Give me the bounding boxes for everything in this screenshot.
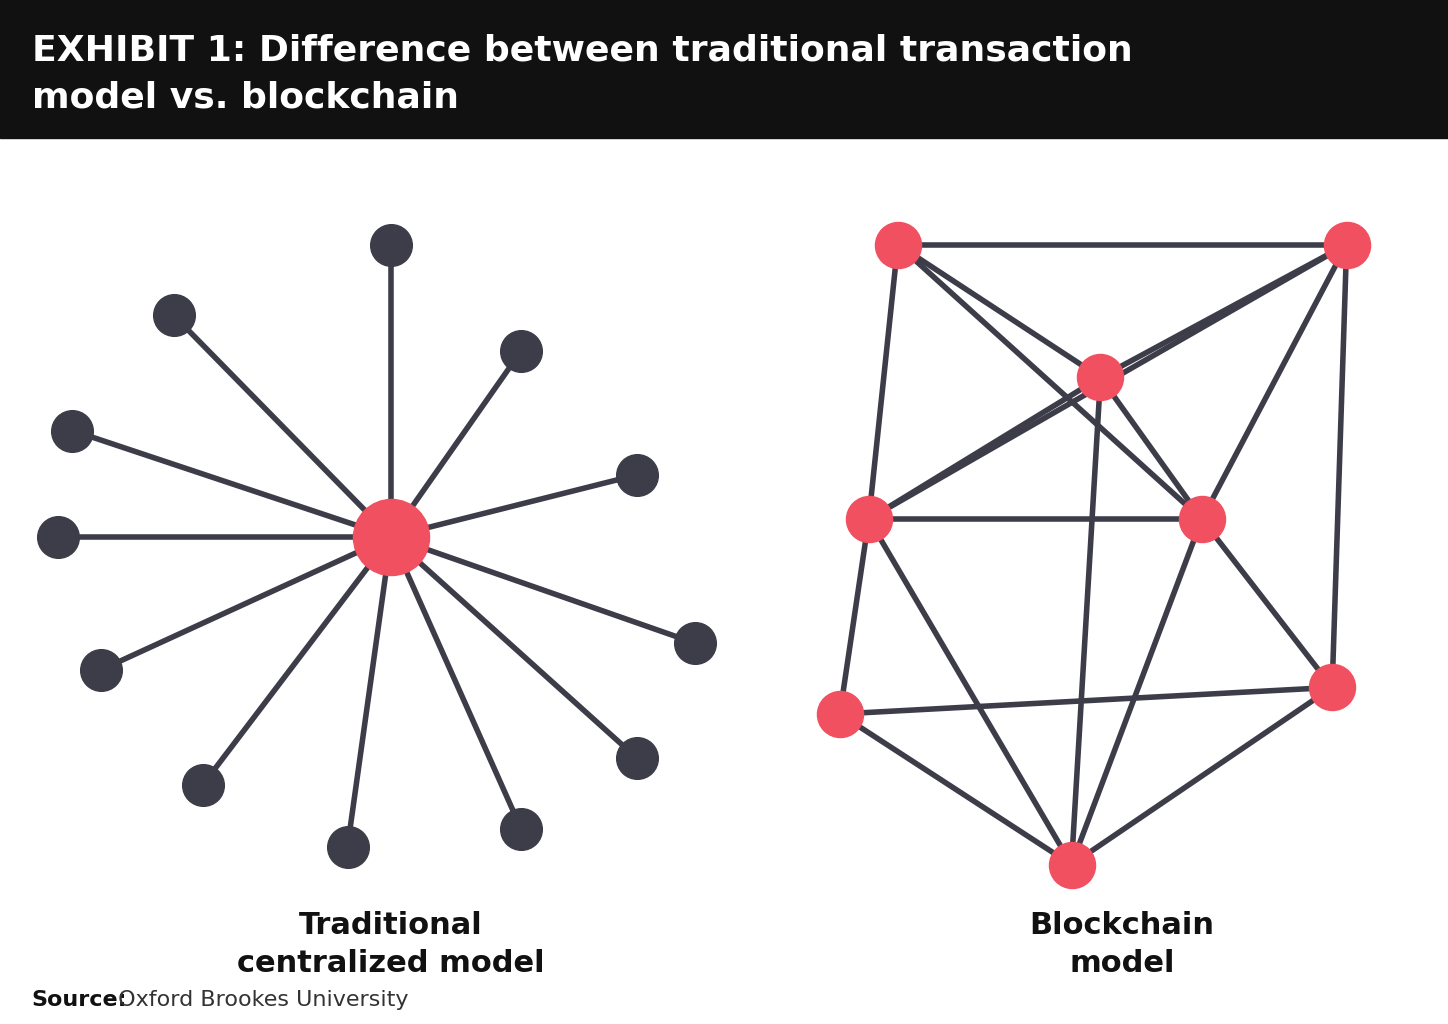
Point xyxy=(46,528,70,545)
Text: Oxford Brookes University: Oxford Brookes University xyxy=(111,990,408,1010)
Point xyxy=(1335,237,1358,253)
Point xyxy=(336,839,359,855)
Point xyxy=(162,307,185,324)
Point xyxy=(683,635,707,651)
Point xyxy=(510,343,533,359)
Point xyxy=(828,706,851,722)
Text: model vs. blockchain: model vs. blockchain xyxy=(32,81,459,115)
Text: EXHIBIT 1: Difference between traditional transaction: EXHIBIT 1: Difference between traditiona… xyxy=(32,34,1132,68)
Text: Traditional
centralized model: Traditional centralized model xyxy=(237,910,544,978)
Text: Source:: Source: xyxy=(32,990,127,1010)
Point xyxy=(379,237,403,253)
Point xyxy=(857,511,880,527)
Point xyxy=(510,821,533,838)
Point xyxy=(1060,856,1083,872)
Text: Blockchain
model: Blockchain model xyxy=(1030,910,1215,978)
Point xyxy=(1190,511,1213,527)
Point xyxy=(379,528,403,545)
Point xyxy=(626,467,649,483)
Point xyxy=(886,237,909,253)
Point xyxy=(191,776,214,793)
Point xyxy=(61,422,84,438)
Point xyxy=(626,750,649,766)
Point xyxy=(90,662,113,678)
Point xyxy=(1321,679,1344,695)
Point xyxy=(1089,370,1112,386)
